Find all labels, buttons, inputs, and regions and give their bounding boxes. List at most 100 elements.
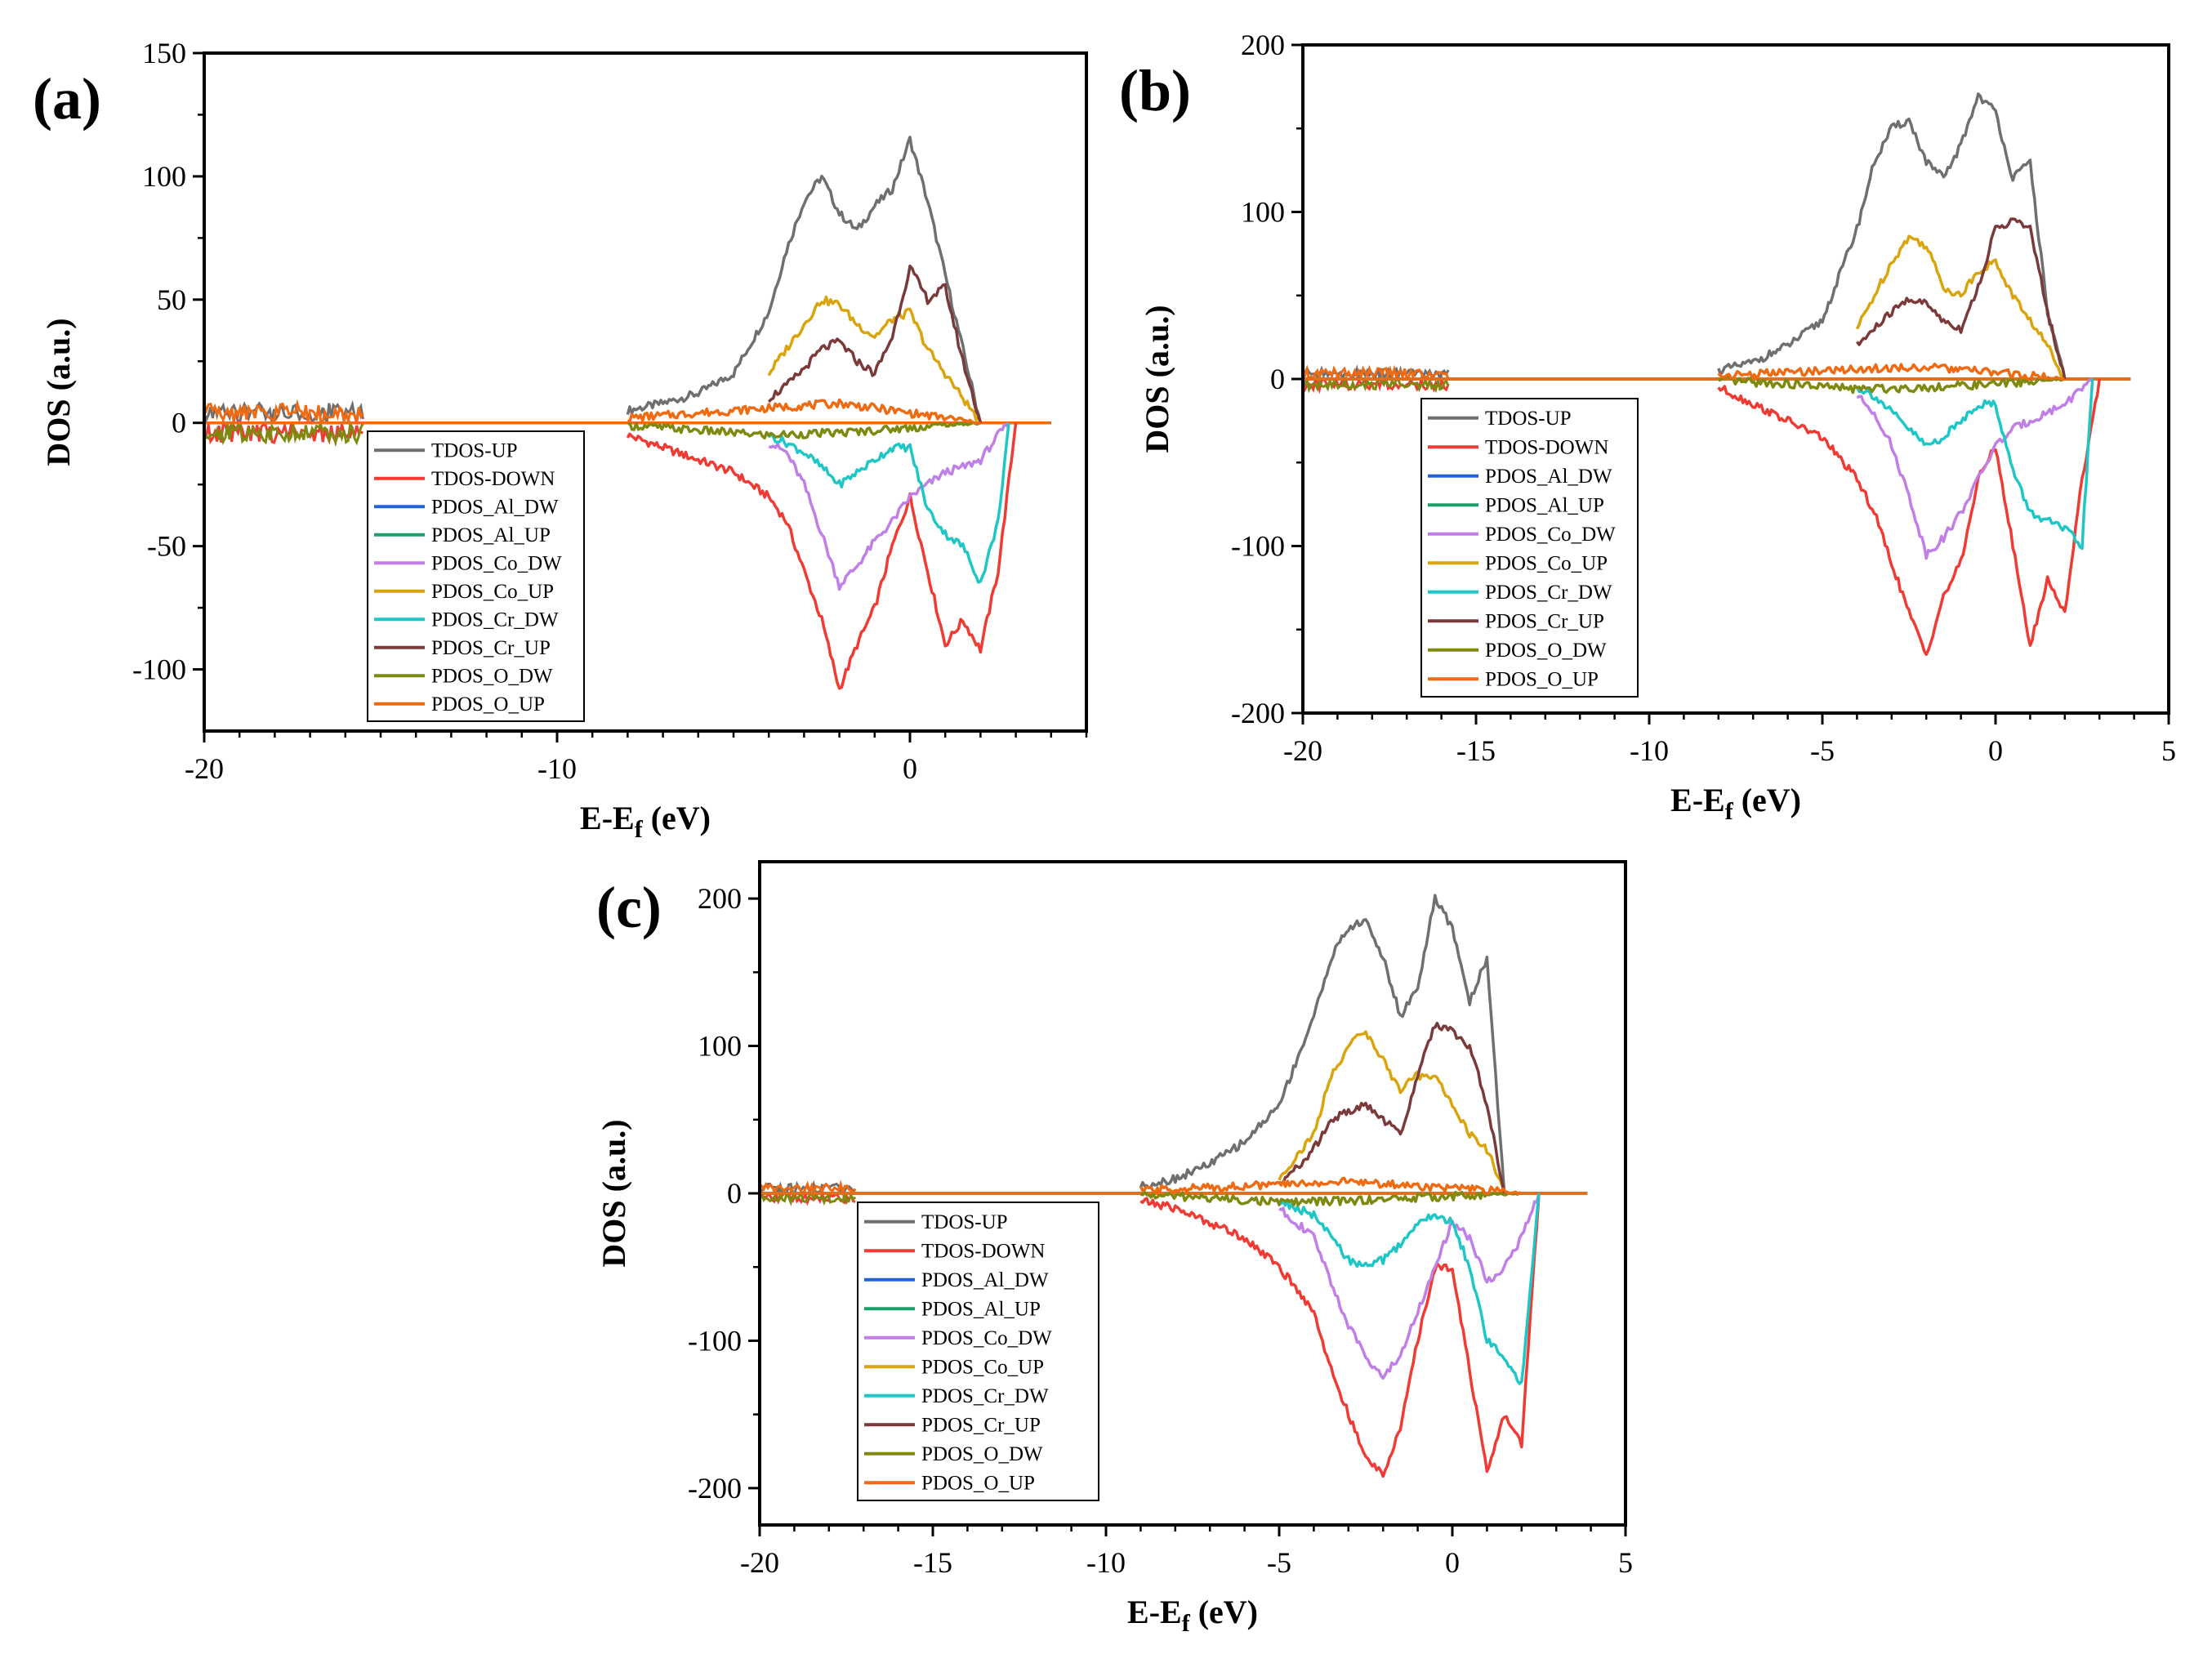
panel-c: (c) -20 -15 -10 -5 0 5 200 100 0 -100 -200 E-Ef (eV)… xyxy=(595,860,1633,1637)
series-tdos-up xyxy=(1139,894,1506,1194)
series-tdos-down xyxy=(626,422,1018,690)
x-tick-label: -20 xyxy=(740,1546,779,1579)
legend-label: PDOS_Co_DW xyxy=(921,1327,1052,1349)
y-tick-label: 0 xyxy=(1270,363,1285,395)
legend: TDOS-UP TDOS-DOWN PDOS_Al_DW PDOS_Al_UP PDOS… xyxy=(367,430,585,722)
series-pdos_cr_up xyxy=(767,264,983,424)
legend-label: PDOS_Cr_UP xyxy=(431,637,551,659)
x-tick-label: -10 xyxy=(537,752,577,785)
legend-label: TDOS-DOWN xyxy=(921,1240,1045,1262)
series-pdos_cr_dw xyxy=(1278,1193,1541,1385)
legend-label: PDOS_O_DW xyxy=(1485,640,1607,662)
x-tick-label: -10 xyxy=(1630,734,1669,767)
legend-label: PDOS_O_DW xyxy=(431,665,553,687)
legend-label: PDOS_Co_UP xyxy=(921,1356,1044,1378)
x-axis-label: E-Ef (eV) xyxy=(1127,1594,1258,1637)
legend-label: PDOS_Co_DW xyxy=(431,552,562,574)
panel-label: (a) xyxy=(33,66,101,132)
series-pdos_co_dw xyxy=(1278,1193,1541,1380)
y-tick-label: 100 xyxy=(698,1030,742,1063)
core-states xyxy=(203,399,364,447)
x-axis-label: E-Ef (eV) xyxy=(1670,782,1801,825)
legend-label: PDOS_Cr_UP xyxy=(1485,610,1604,632)
legend-label: PDOS_Cr_DW xyxy=(921,1385,1049,1407)
core-pdos_o_up xyxy=(1302,364,1450,382)
legend-label: PDOS_Co_DW xyxy=(1485,524,1616,546)
x-tick-label: -15 xyxy=(913,1546,952,1579)
series-pdos_cr_up xyxy=(1278,1021,1506,1194)
legend-label: TDOS-DOWN xyxy=(1485,436,1608,458)
series-pdos_cr_dw xyxy=(767,422,1010,584)
core-states xyxy=(758,1179,857,1206)
legend-label: PDOS_Al_UP xyxy=(921,1298,1041,1320)
series-pdos_co_dw xyxy=(1856,377,2094,560)
series-tdos-down xyxy=(1717,378,2101,656)
y-tick-label: 0 xyxy=(172,407,186,439)
legend-label: TDOS-UP xyxy=(1485,408,1572,430)
series-pdos_o_up xyxy=(1717,362,2065,381)
y-tick-label: -200 xyxy=(1231,697,1285,729)
legend-label: PDOS_Al_DW xyxy=(1485,466,1612,488)
series-pdos_o_dw xyxy=(1718,375,2066,395)
y-tick-label: -200 xyxy=(688,1472,742,1505)
legend-label: PDOS_O_UP xyxy=(1485,668,1599,690)
y-tick-label: 50 xyxy=(157,283,186,316)
series-pdos_cr_up xyxy=(1856,217,2067,380)
legend-label: PDOS_Co_UP xyxy=(431,581,554,603)
series-tdos-up xyxy=(626,136,983,424)
x-tick-label: 0 xyxy=(1445,1546,1460,1579)
y-axis-label: DOS (a.u.) xyxy=(595,1119,632,1267)
y-tick-label: 150 xyxy=(142,37,186,69)
y-tick-label: 200 xyxy=(1241,29,1285,61)
legend-label: PDOS_Cr_DW xyxy=(1485,582,1612,604)
legend-label: TDOS-UP xyxy=(431,439,518,461)
panel-label: (b) xyxy=(1119,58,1191,123)
plot-frame xyxy=(203,51,1088,733)
series-pdos_co_up xyxy=(767,295,983,424)
series-pdos_cr_dw xyxy=(1855,378,2094,551)
x-tick-label: -20 xyxy=(185,752,224,785)
legend-label: TDOS-DOWN xyxy=(431,468,555,490)
x-tick-label: -15 xyxy=(1456,734,1496,767)
x-tick-label: -5 xyxy=(1810,734,1835,767)
legend-label: PDOS_O_UP xyxy=(431,693,545,716)
panel-label: (c) xyxy=(596,875,662,940)
y-tick-label: 100 xyxy=(142,160,186,193)
legend-label: PDOS_O_UP xyxy=(921,1472,1035,1494)
core-pdos_o_dw xyxy=(203,419,364,447)
x-tick-label: -5 xyxy=(1267,1546,1291,1579)
x-tick-label: 0 xyxy=(1988,734,2003,767)
y-tick-label: 200 xyxy=(698,882,742,915)
core-pdos_o_dw xyxy=(758,1188,857,1206)
y-tick-label: 0 xyxy=(727,1177,742,1210)
x-tick-label: 0 xyxy=(903,752,917,785)
series-pdos_co_up xyxy=(1278,1030,1506,1194)
series-tdos-down xyxy=(1139,1193,1541,1478)
series-pdos_co_dw xyxy=(768,421,1010,591)
legend-label: PDOS_Al_UP xyxy=(1485,494,1604,516)
y-tick-label: -50 xyxy=(147,530,186,563)
series-pdos_o_up xyxy=(1139,1176,1523,1196)
legend-label: PDOS_Cr_UP xyxy=(921,1414,1041,1436)
x-axis-label: E-Ef (eV) xyxy=(580,800,711,843)
series-pdos_o_dw xyxy=(627,421,982,440)
legend-label: PDOS_O_DW xyxy=(921,1443,1043,1465)
core-pdos_o_up xyxy=(758,1179,857,1198)
y-tick-label: -100 xyxy=(688,1324,742,1357)
x-tick-label: -20 xyxy=(1283,734,1322,767)
y-tick-label: -100 xyxy=(1231,530,1285,563)
y-axis-label: DOS (a.u.) xyxy=(40,318,77,466)
y-axis-label: DOS (a.u.) xyxy=(1139,305,1175,453)
legend-label: TDOS-UP xyxy=(921,1211,1008,1233)
legend: TDOS-UP TDOS-DOWN PDOS_Al_DW PDOS_Al_UP PDOS… xyxy=(1420,398,1639,698)
panel-b: (b) -20 -15 -10 -5 0 5 200 100 0 -100 -200 E-Ef (eV)… xyxy=(1119,29,2176,825)
y-tick-label: 100 xyxy=(1241,196,1285,229)
x-tick-label: -10 xyxy=(1086,1546,1126,1579)
legend: TDOS-UP TDOS-DOWN PDOS_Al_DW PDOS_Al_UP PDOS… xyxy=(857,1202,1099,1501)
series-pdos_o_up xyxy=(627,398,981,425)
core-pdos_o_dw xyxy=(1301,375,1450,394)
x-tick-label: 5 xyxy=(1618,1546,1633,1579)
legend-label: PDOS_Co_UP xyxy=(1485,552,1608,574)
